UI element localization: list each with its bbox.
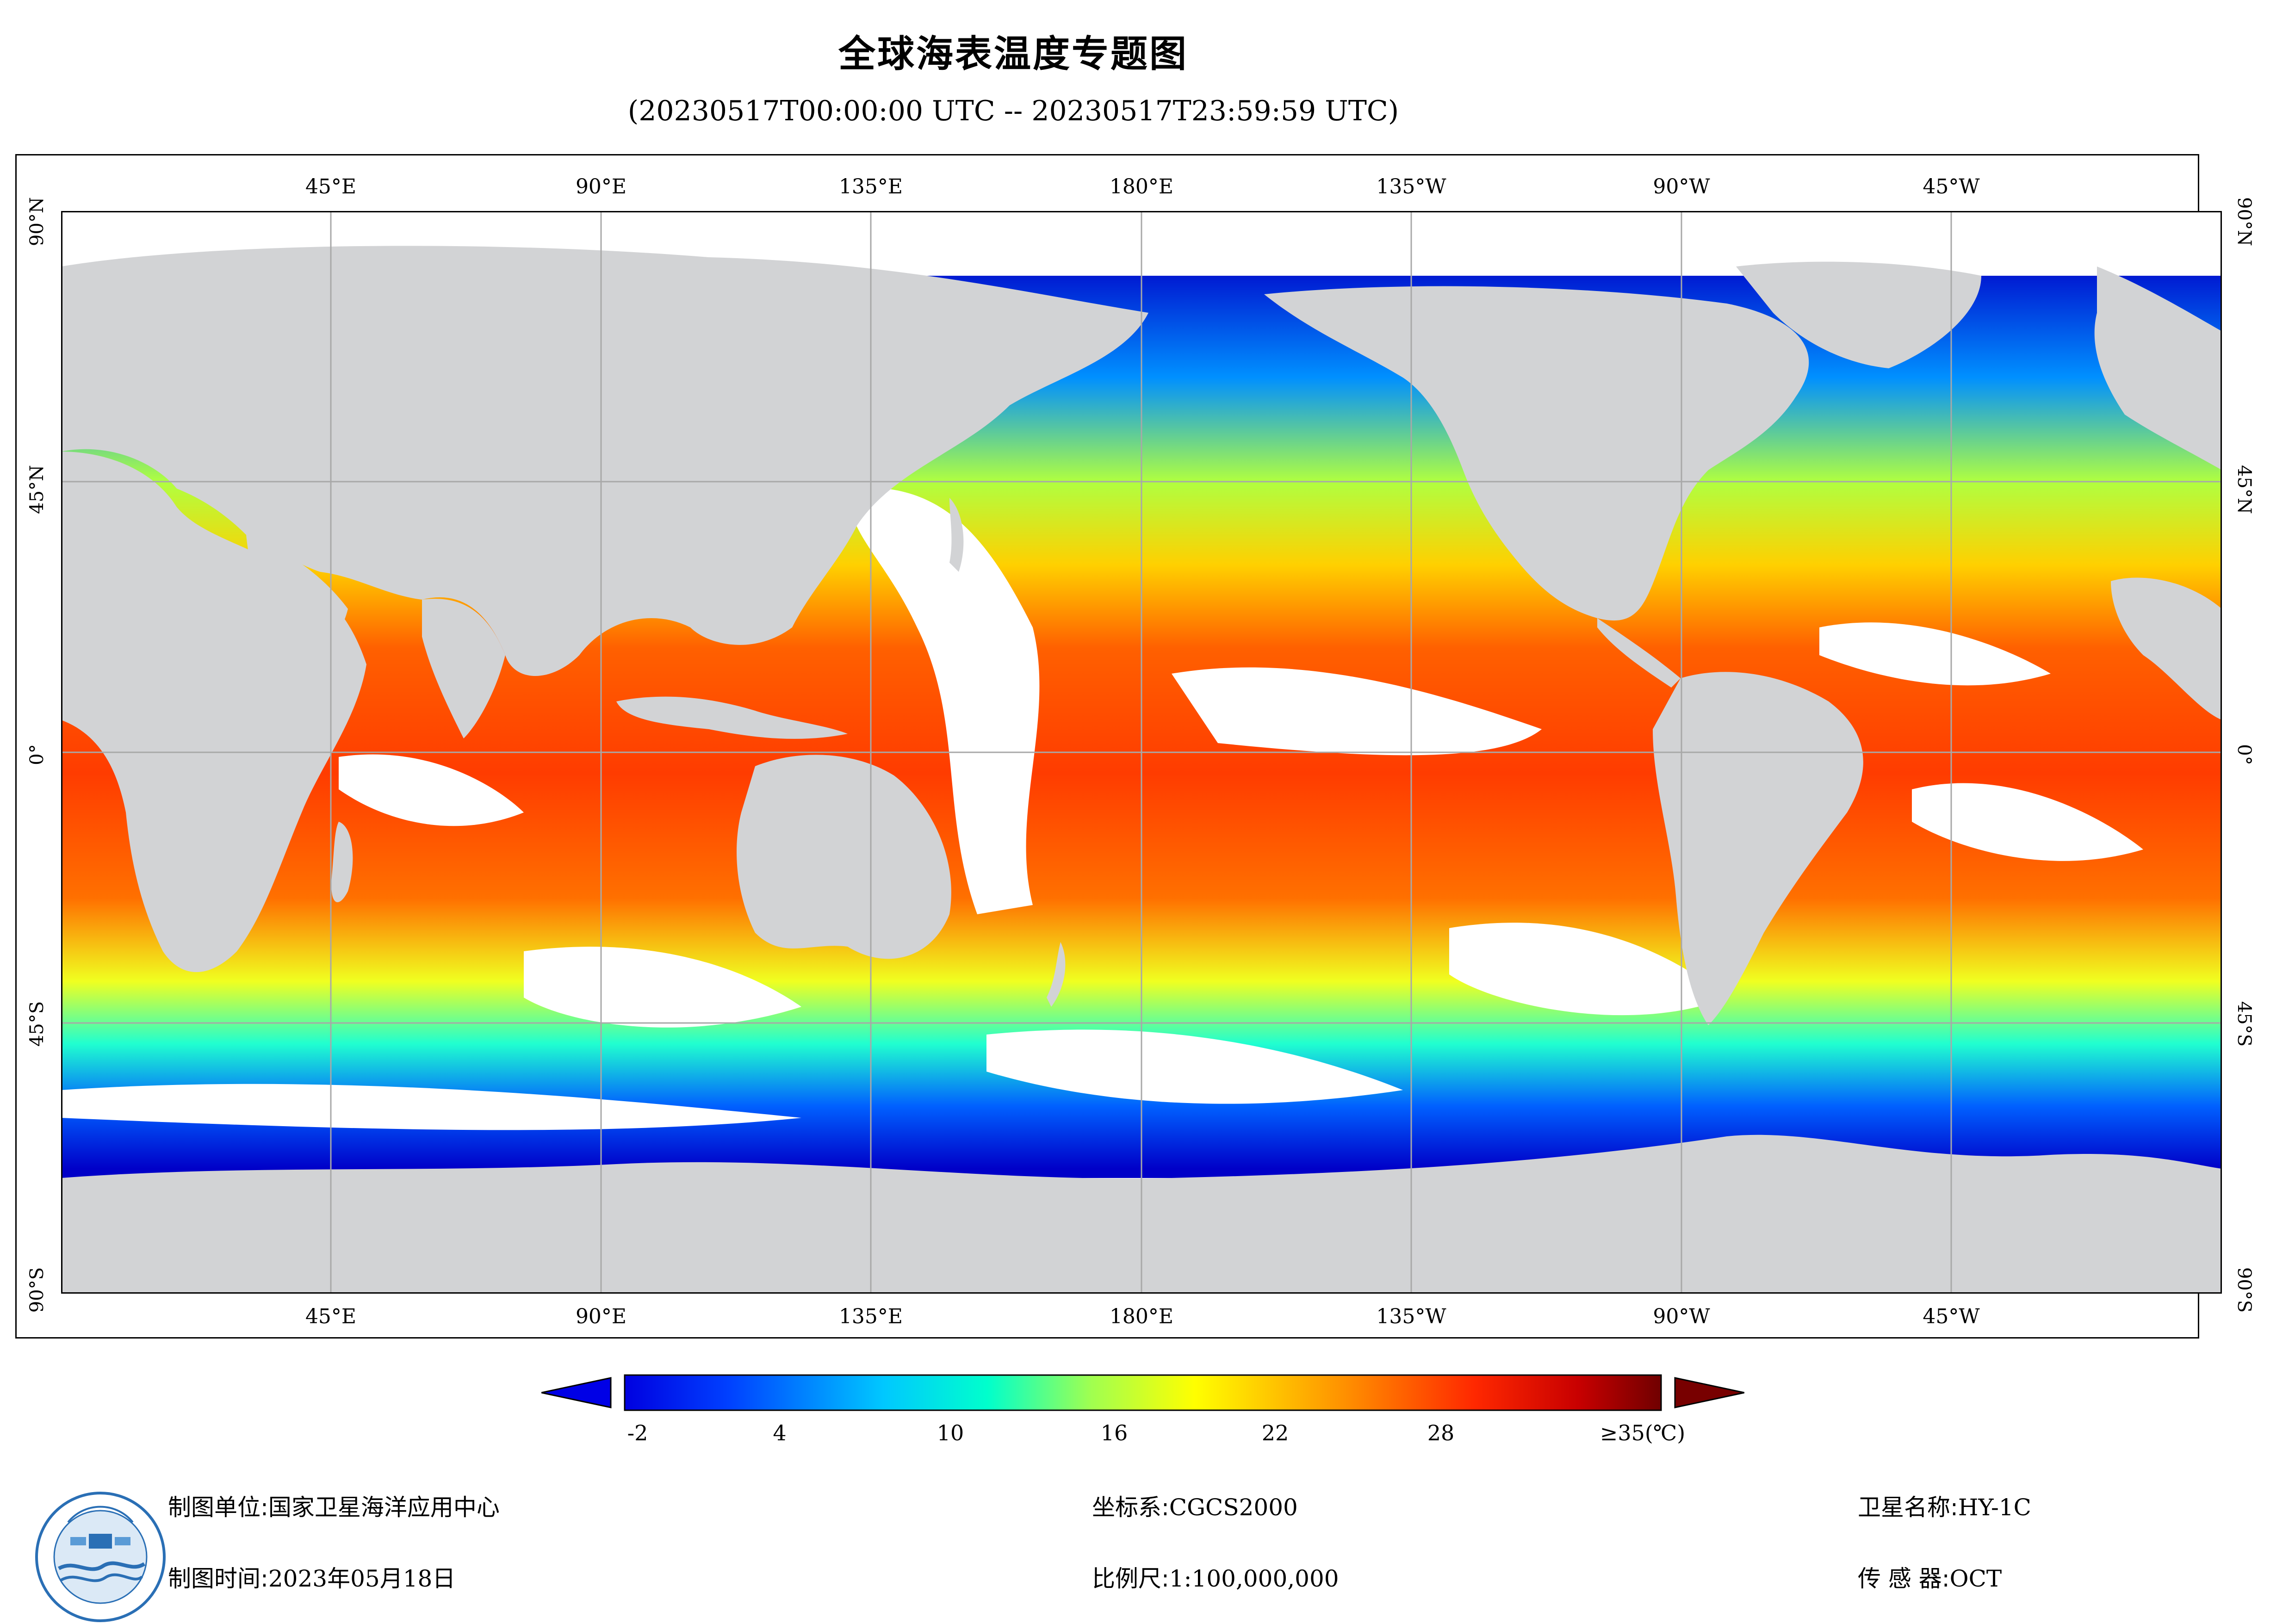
colorbar-tick: 22: [1261, 1420, 1289, 1445]
producer-line: 制图单位:国家卫星海洋应用中心: [168, 1489, 500, 1522]
land-europe: [2094, 267, 2222, 470]
producer-key: 制图单位:: [168, 1494, 268, 1521]
scale-line: 比例尺:1:100,000,000: [1092, 1560, 1339, 1593]
map-title: 全球海表温度专题图: [838, 32, 1188, 75]
lon-label-top: 45°W: [1923, 175, 1980, 198]
land-india: [422, 599, 505, 738]
satellite-key: 卫星名称:: [1858, 1494, 1958, 1521]
sst-map: [61, 211, 2222, 1294]
lon-label-top: 180°E: [1109, 175, 1174, 198]
lat-label-left: 45°S: [26, 1001, 48, 1047]
land-new-zealand: [1047, 942, 1066, 1007]
colorbar-gradient: [624, 1374, 1662, 1411]
lon-label-bottom: 45°E: [305, 1305, 357, 1328]
lat-label-left: 90°S: [26, 1267, 48, 1313]
date-value: 2023年05月18日: [268, 1565, 456, 1592]
lat-label-left: 90°N: [26, 197, 48, 246]
lon-label-top: 135°E: [838, 175, 903, 198]
lat-label-right: 90°N: [2233, 197, 2255, 246]
colorbar: [541, 1374, 1744, 1411]
colorbar-tick: 10: [937, 1420, 964, 1445]
crs-key: 坐标系:: [1092, 1494, 1169, 1521]
lon-label-bottom: 90°E: [575, 1305, 627, 1328]
lat-label-right: 45°N: [2233, 465, 2255, 514]
sensor-line: 传 感 器:OCT: [1858, 1560, 2002, 1593]
lon-label-top: 45°E: [305, 175, 357, 198]
crs-value: CGCS2000: [1169, 1494, 1298, 1521]
lat-label-left: 0°: [26, 744, 48, 765]
land-indonesia: [616, 696, 848, 739]
lat-label-right: 0°: [2233, 744, 2255, 765]
scale-value: 1:100,000,000: [1169, 1565, 1339, 1592]
colorbar-min-arrow: [541, 1377, 612, 1408]
colorbar-tick: 16: [1100, 1420, 1128, 1445]
lon-label-top: 90°E: [575, 175, 627, 198]
land-madagascar: [331, 822, 353, 902]
sensor-value: OCT: [1949, 1565, 2002, 1592]
time-range-subtitle: (20230517T00:00:00 UTC -- 20230517T23:59…: [627, 95, 1399, 127]
lon-label-bottom: 180°E: [1109, 1305, 1174, 1328]
sensor-key: 传 感 器:: [1858, 1565, 1950, 1592]
lon-label-top: 90°W: [1653, 175, 1710, 198]
land-eurasia: [61, 246, 1148, 676]
land-japan: [949, 498, 964, 572]
lat-label-right: 90°S: [2233, 1267, 2255, 1313]
lon-label-top: 135°W: [1376, 175, 1446, 198]
satellite-line: 卫星名称:HY-1C: [1858, 1489, 2031, 1522]
lat-label-right: 45°S: [2233, 1001, 2255, 1047]
colorbar-tick: 28: [1427, 1420, 1455, 1445]
lat-label-left: 45°N: [26, 465, 48, 514]
date-line: 制图时间:2023年05月18日: [168, 1560, 455, 1593]
colorbar-tick: -2: [627, 1420, 648, 1445]
producer-value: 国家卫星海洋应用中心: [268, 1494, 500, 1521]
colorbar-max-arrow: [1674, 1377, 1744, 1408]
land-greenland: [1736, 261, 1981, 368]
lon-label-bottom: 45°W: [1923, 1305, 1980, 1328]
land-africa-west: [2111, 577, 2222, 720]
lon-label-bottom: 135°E: [838, 1305, 903, 1328]
lon-label-bottom: 90°W: [1653, 1305, 1710, 1328]
land-arabia: [246, 535, 348, 658]
nsoas-logo-icon: [35, 1492, 166, 1622]
colorbar-tick: 4: [773, 1420, 787, 1445]
land-south-america: [1653, 672, 1863, 1025]
colorbar-max-label: ≥35(℃): [1600, 1420, 1686, 1445]
lon-label-bottom: 135°W: [1376, 1305, 1446, 1328]
satellite-value: HY-1C: [1958, 1494, 2031, 1521]
land-australia: [737, 755, 951, 959]
date-key: 制图时间:: [168, 1565, 268, 1592]
scale-key: 比例尺:: [1092, 1565, 1169, 1592]
land-central-america: [1597, 618, 1681, 688]
graticule: [61, 211, 2222, 1294]
crs-line: 坐标系:CGCS2000: [1092, 1489, 1298, 1522]
land-north-america: [1264, 286, 1809, 621]
